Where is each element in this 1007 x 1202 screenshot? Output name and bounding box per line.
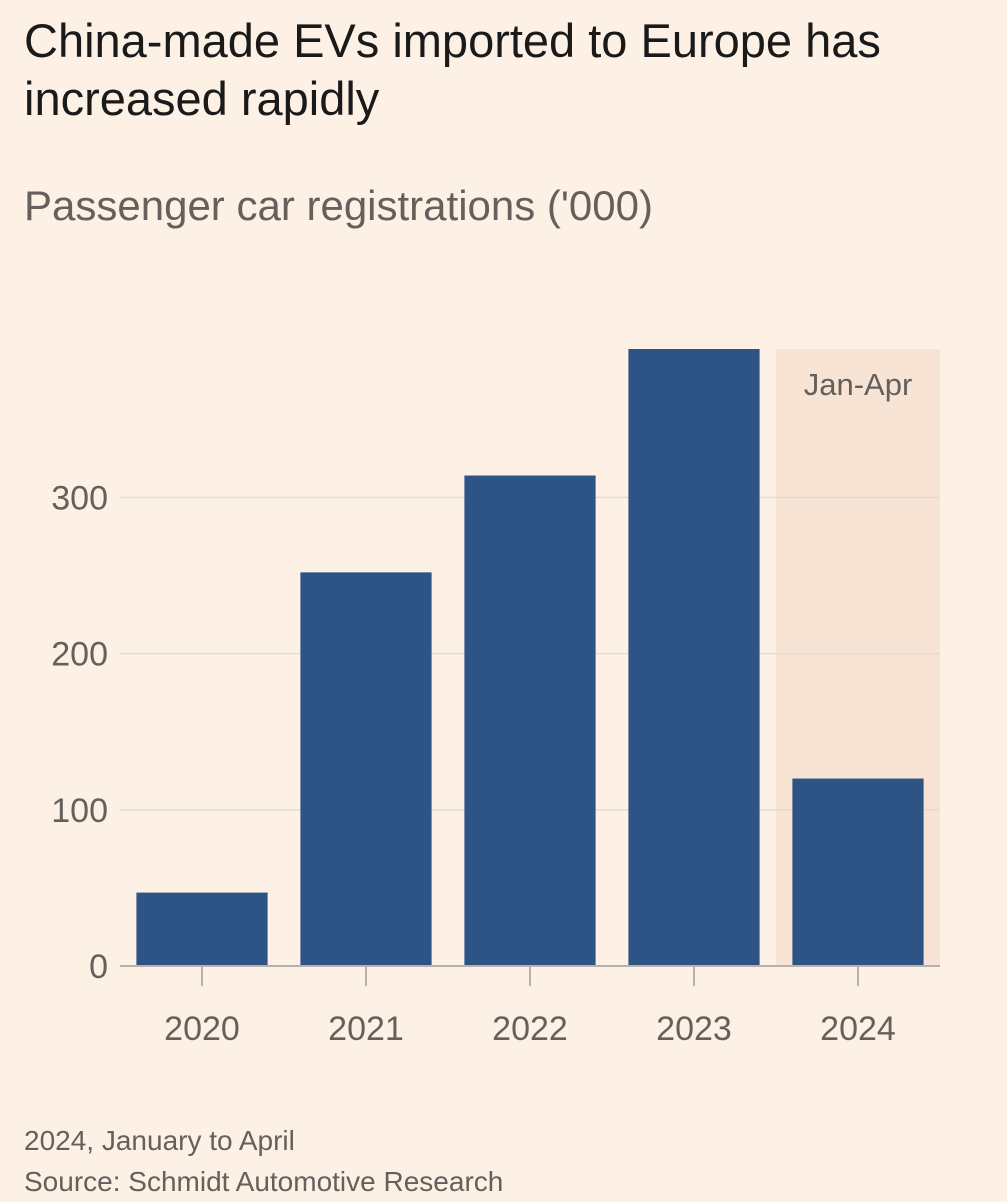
bar-2022 xyxy=(464,475,596,966)
x-tick-label: 2020 xyxy=(164,1010,240,1048)
chart-title: China-made EVs imported to Europe has in… xyxy=(24,14,881,125)
chart-subtitle: Passenger car registrations ('000) xyxy=(24,182,653,229)
y-tick-label: 100 xyxy=(51,792,108,830)
bar-2023 xyxy=(628,349,760,966)
y-tick-label: 0 xyxy=(89,948,108,986)
footnote-note: 2024, January to April xyxy=(24,1125,295,1156)
x-tick-label: 2023 xyxy=(656,1010,732,1048)
highlight-annotation: Jan-Apr xyxy=(804,367,913,402)
bar-2021 xyxy=(300,572,432,966)
y-tick-label: 300 xyxy=(51,479,108,517)
source-note: Source: Schmidt Automotive Research xyxy=(24,1166,504,1197)
footnote: 2024, January to April Source: Schmidt A… xyxy=(24,1120,503,1202)
bar-2024 xyxy=(792,778,924,966)
bar-chart: 0 100 200 300 2020 2021 2022 2023 2024 Jan-Apr xyxy=(51,349,940,1048)
y-tick-label: 200 xyxy=(51,636,108,674)
x-tick-label: 2022 xyxy=(492,1010,568,1048)
x-tick-label: 2024 xyxy=(820,1010,896,1048)
x-tick-label: 2021 xyxy=(328,1010,404,1048)
bar-2020 xyxy=(136,892,268,966)
